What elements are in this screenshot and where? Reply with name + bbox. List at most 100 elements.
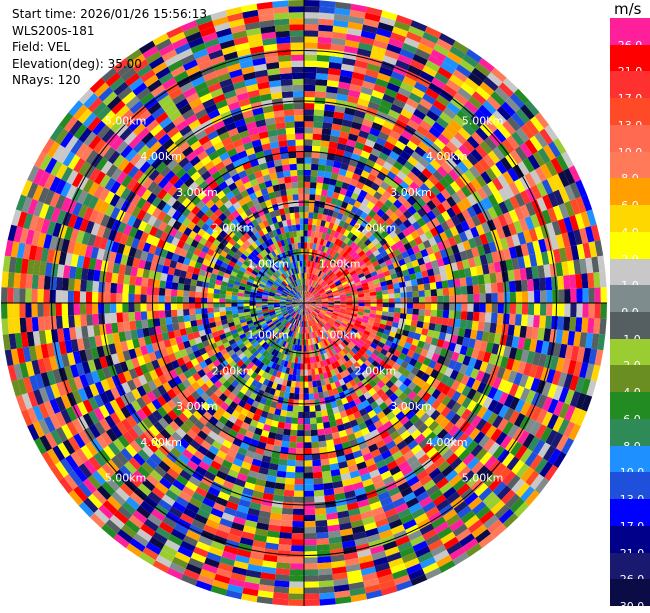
ppi-gate-cell	[321, 134, 330, 141]
ppi-gate-cell	[601, 303, 608, 319]
ppi-gate-cell	[44, 276, 51, 290]
ppi-gate-cell	[294, 485, 304, 491]
ppi-gate-cell	[304, 394, 309, 400]
ppi-gate-cell	[134, 303, 140, 312]
ppi-gate-cell	[153, 303, 159, 311]
ppi-gate-cell	[231, 295, 237, 299]
ppi-gate-cell	[286, 128, 296, 135]
ppi-gate-cell	[316, 526, 328, 533]
ppi-gate-cell	[316, 532, 329, 539]
ppi-gate-cell	[184, 284, 191, 291]
ppi-gate-cell	[321, 140, 330, 147]
ppi-gate-cell	[296, 158, 304, 164]
ppi-gate-cell	[308, 212, 313, 218]
ppi-gate-cell	[394, 313, 401, 319]
ppi-gate-cell	[279, 67, 292, 74]
ppi-gate-cell	[189, 297, 195, 303]
ppi-gate-cell	[195, 308, 201, 314]
ppi-gate-cell	[289, 164, 297, 171]
ppi-gate-cell	[314, 201, 320, 208]
ppi-gate-cell	[32, 317, 39, 332]
ppi-gate-cell	[309, 206, 314, 212]
ppi-gate-cell	[310, 182, 317, 189]
ppi-gate-cell	[297, 424, 304, 430]
ppi-gate-cell	[383, 303, 389, 307]
ppi-gate-cell	[86, 280, 93, 292]
ppi-gate-cell	[177, 309, 184, 316]
ppi-gate-cell	[312, 460, 321, 467]
ppi-gate-cell	[289, 575, 304, 582]
ppi-gate-cell	[116, 303, 122, 313]
ppi-gate-cell	[292, 73, 304, 79]
ppi-gate-cell	[304, 55, 317, 61]
ppi-gate-cell	[299, 200, 304, 206]
ppi-gate-cell	[315, 79, 327, 86]
ppi-gate-cell	[290, 430, 297, 437]
ppi-gate-cell	[110, 293, 116, 303]
ppi-gate-cell	[278, 55, 291, 62]
ppi-gate-cell	[293, 503, 304, 509]
ppi-gate-cell	[317, 55, 330, 62]
ppi-gate-cell	[576, 303, 583, 318]
ppi-gate-cell	[295, 387, 300, 393]
ppi-gate-cell	[201, 303, 207, 308]
ppi-gate-cell	[527, 315, 534, 327]
ppi-gate-cell	[244, 306, 250, 309]
ppi-gate-cell	[293, 91, 304, 97]
ppi-gate-cell	[172, 275, 179, 283]
ppi-gate-cell	[288, 0, 304, 7]
ppi-gate-cell	[283, 170, 291, 177]
ppi-gate-cell	[289, 24, 304, 31]
ppi-gate-cell	[317, 170, 325, 177]
ppi-gate-cell	[314, 207, 320, 214]
ppi-gate-cell	[304, 30, 318, 36]
ppi-gate-cell	[315, 189, 322, 196]
ppi-gate-cell	[219, 294, 225, 299]
ppi-gate-cell	[322, 122, 332, 129]
ppi-gate-cell	[276, 171, 284, 178]
ppi-gate-cell	[288, 152, 296, 159]
ppi-gate-cell	[533, 315, 540, 328]
ppi-gate-cell	[274, 19, 289, 26]
ppi-gate-cell	[278, 465, 287, 472]
ppi-gate-cell	[314, 399, 320, 406]
ppi-gate-cell	[486, 303, 492, 313]
ppi-gate-cell	[277, 550, 291, 557]
ppi-gate-cell	[290, 42, 304, 48]
ppi-gate-cell	[293, 200, 299, 207]
ppi-gate-cell	[304, 200, 309, 206]
ppi-gate-cell	[316, 73, 328, 80]
ppi-gate-cell	[304, 236, 308, 242]
ppi-gate-cell	[382, 307, 388, 312]
ppi-gate-cell	[570, 303, 576, 317]
ppi-gate-cell	[159, 295, 165, 303]
ppi-gate-cell	[316, 183, 323, 190]
ppi-gate-cell	[159, 310, 166, 318]
ppi-gate-cell	[304, 479, 314, 485]
ppi-gate-cell	[278, 459, 287, 466]
ppi-gate-cell	[298, 412, 304, 418]
ppi-gate-cell	[288, 448, 296, 455]
ppi-gate-cell	[56, 290, 62, 303]
ppi-gate-cell	[219, 303, 225, 307]
ppi-gate-cell	[8, 318, 15, 334]
ppi-gate-cell	[202, 313, 209, 319]
ppi-gate-cell	[237, 300, 243, 304]
ppi-gate-cell	[281, 85, 293, 92]
ppi-gate-cell	[412, 314, 419, 321]
ppi-gate-cell	[86, 292, 92, 303]
ppi-gate-cell	[304, 49, 317, 55]
ppi-gate-cell	[153, 295, 159, 303]
ppi-gate-cell	[293, 515, 304, 521]
ppi-gate-cell	[455, 303, 461, 311]
ppi-gate-cell	[539, 315, 546, 328]
ppi-gate-cell	[92, 314, 99, 325]
ppi-gate-cell	[299, 388, 304, 394]
ppi-gate-cell	[558, 303, 564, 317]
ppi-gate-cell	[304, 581, 319, 587]
ppi-gate-cell	[104, 293, 110, 304]
ppi-gate-cell	[272, 598, 288, 605]
ppi-gate-cell	[304, 436, 311, 442]
ppi-gate-cell	[304, 218, 308, 224]
